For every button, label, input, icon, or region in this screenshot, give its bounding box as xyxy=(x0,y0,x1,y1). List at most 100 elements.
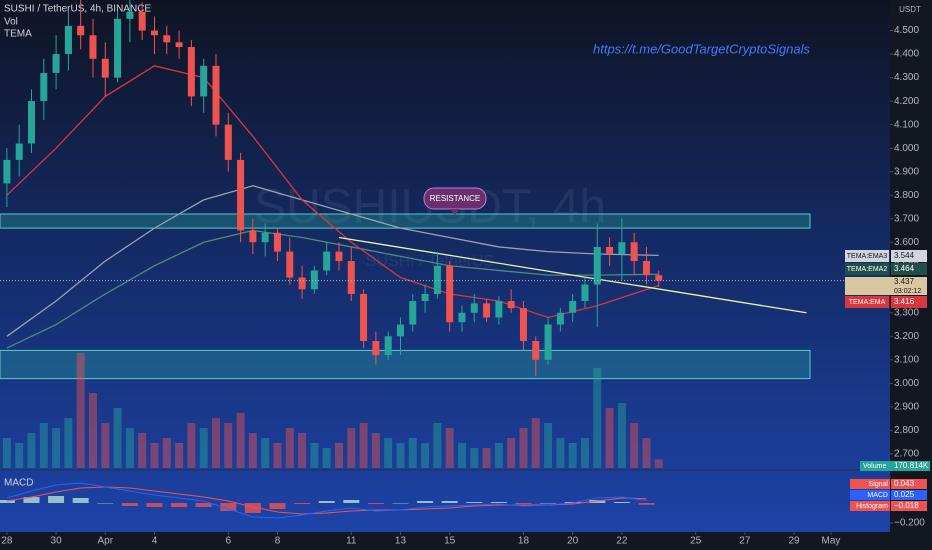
trendline xyxy=(338,236,807,314)
y-tick-label: 3.800 xyxy=(894,190,919,201)
volume-bar xyxy=(15,443,24,468)
y-tick-label: 2.800 xyxy=(894,425,919,436)
candle-body xyxy=(519,308,527,342)
volume-bar xyxy=(187,423,196,468)
volume-bar xyxy=(482,448,491,468)
volume-bar xyxy=(654,459,663,468)
candle-body xyxy=(126,11,134,19)
volume-bar xyxy=(433,423,442,468)
macd-histogram-bar xyxy=(97,503,114,504)
price-tag-name: TEMA:EMA3 xyxy=(847,253,888,260)
y-tick-label: 3.200 xyxy=(894,331,919,342)
macd-histogram-bar xyxy=(171,503,188,507)
macd-histogram-bar xyxy=(417,501,434,503)
candle-body xyxy=(532,341,540,360)
volume-bar xyxy=(630,423,639,468)
zone xyxy=(0,213,811,229)
macd-histogram-bar xyxy=(343,500,360,503)
x-tick-label: May xyxy=(822,536,841,547)
x-tick-label: 25 xyxy=(690,536,702,547)
y-tick-label: 3.900 xyxy=(894,166,919,177)
macd-histogram-bar xyxy=(638,503,655,505)
candle-body xyxy=(3,159,11,184)
ema-line xyxy=(6,185,659,337)
volume-tag-name: Volume xyxy=(863,463,886,470)
volume-bar xyxy=(334,443,343,468)
volume-bar xyxy=(298,433,307,468)
macd-histogram-bar xyxy=(392,503,409,504)
price-tag-value: 3.464 xyxy=(894,264,915,273)
candle-body xyxy=(40,72,48,102)
candle-body xyxy=(556,312,564,325)
volume-bar xyxy=(396,443,405,468)
candle-body xyxy=(372,341,380,356)
y-tick-label: 4.300 xyxy=(894,72,919,83)
macd-histogram-bar xyxy=(515,503,532,504)
volume-bar xyxy=(199,428,208,468)
candle-body xyxy=(138,11,146,31)
x-tick-label: 20 xyxy=(567,536,579,547)
macd-histogram-bar xyxy=(72,498,89,503)
macd-histogram-bar xyxy=(613,502,630,503)
y-tick-label: 4.100 xyxy=(894,119,919,130)
price-tag-name-bg xyxy=(845,263,889,275)
candle-body xyxy=(286,251,294,278)
volume-bar xyxy=(544,423,553,468)
candle-body xyxy=(298,277,306,290)
volume-bar xyxy=(52,428,61,468)
ema-line xyxy=(6,65,659,319)
macd-histogram-bar xyxy=(0,500,15,503)
symbol-tag-bg xyxy=(845,277,927,295)
volume-bar xyxy=(2,438,11,468)
candle-body xyxy=(323,251,331,271)
y-tick-label: 3.000 xyxy=(894,378,919,389)
macd-histogram-bar xyxy=(318,501,335,503)
volume-bar xyxy=(285,428,294,468)
x-tick-label: 11 xyxy=(346,536,357,547)
annotation-text: RESISTANCE xyxy=(430,194,481,203)
candle-body xyxy=(458,312,466,323)
volume-bar xyxy=(605,408,614,468)
candle-body xyxy=(335,251,343,262)
candle-body xyxy=(150,30,158,36)
volume-bar xyxy=(261,438,270,468)
macd-histogram-bar xyxy=(490,502,507,503)
candle-body xyxy=(593,246,601,285)
candle-body xyxy=(200,65,208,97)
candle-body xyxy=(27,101,35,144)
macd-histogram-bar xyxy=(48,496,65,503)
link[interactable]: https://t.me/GoodTargetCryptoSignals xyxy=(593,41,811,56)
volume-bar xyxy=(494,443,503,468)
macd-tag-value-bg xyxy=(891,479,927,489)
candle-body xyxy=(421,293,429,302)
indicator-label: Vol xyxy=(4,17,18,28)
price-tag-name-bg xyxy=(845,296,889,308)
candle-body xyxy=(15,143,23,160)
volume-bar xyxy=(347,428,356,468)
x-tick-label: 4 xyxy=(152,536,158,547)
candle-body xyxy=(446,265,454,323)
volume-bar xyxy=(519,428,528,468)
y-axis-unit: USDT xyxy=(899,5,921,14)
candle-body xyxy=(52,54,60,73)
volume-bar xyxy=(150,443,159,468)
macd-histogram-bar xyxy=(441,501,458,503)
volume-bar xyxy=(371,433,380,468)
macd-tag-name: MACD xyxy=(867,492,888,499)
y-tick-label: 3.600 xyxy=(894,237,919,248)
candle-body xyxy=(261,232,269,243)
candle-body xyxy=(384,336,392,356)
candle-body xyxy=(630,242,638,262)
y-tick-label: 3.300 xyxy=(894,307,919,318)
candle-body xyxy=(273,232,281,252)
candle-body xyxy=(618,242,626,254)
volume-bar xyxy=(138,433,147,468)
candle-body xyxy=(224,124,232,160)
volume-bar xyxy=(642,438,651,468)
volume-bar xyxy=(310,443,319,468)
x-tick-label: 8 xyxy=(275,536,281,547)
volume-bar xyxy=(593,368,602,468)
candle-body xyxy=(64,25,72,55)
macd-tag-name: Histogram xyxy=(856,503,888,510)
